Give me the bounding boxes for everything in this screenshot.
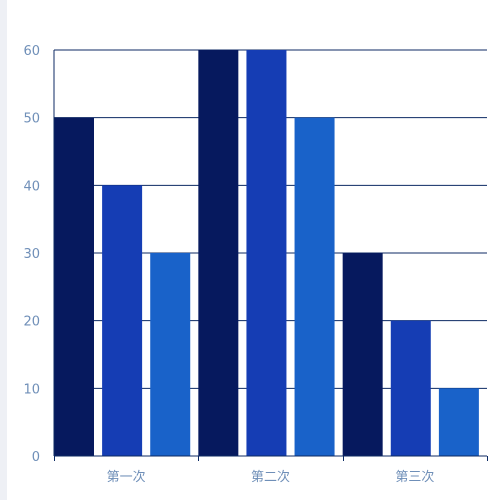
y-tick-label: 0 xyxy=(32,450,40,465)
bar-series-1-第二次[interactable] xyxy=(198,50,239,456)
bar-series-3-第一次[interactable] xyxy=(150,253,191,456)
y-tick-label: 40 xyxy=(23,179,40,194)
bar-series-2-第三次[interactable] xyxy=(390,320,431,456)
bar-layer xyxy=(54,50,479,457)
y-tick-label: 60 xyxy=(23,44,40,59)
bar-series-2-第二次[interactable] xyxy=(246,50,287,456)
bar-series-3-第二次[interactable] xyxy=(294,117,335,457)
x-tick-label: 第三次 xyxy=(395,469,434,485)
bar-series-2-第一次[interactable] xyxy=(102,185,143,457)
axis-layer xyxy=(53,50,488,461)
y-tick-label: 30 xyxy=(23,247,40,262)
y-tick-label: 10 xyxy=(23,382,40,397)
label-layer: 0 10 20 30 40 50 60 第一次 第二次 第三次 xyxy=(23,44,434,485)
bar-series-1-第一次[interactable] xyxy=(54,117,94,457)
y-tick-label: 20 xyxy=(23,315,40,330)
y-tick-label: 50 xyxy=(23,112,40,127)
x-tick-label: 第二次 xyxy=(251,469,290,485)
x-tick-label: 第一次 xyxy=(107,469,146,485)
bar-series-1-第三次[interactable] xyxy=(342,253,383,456)
bar-series-3-第三次[interactable] xyxy=(438,388,479,456)
left-edge-strip xyxy=(0,0,7,500)
